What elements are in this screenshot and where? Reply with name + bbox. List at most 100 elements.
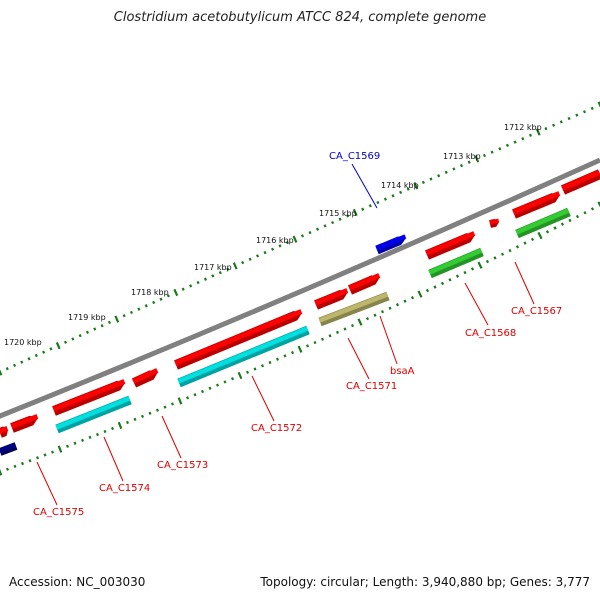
inner-tick	[20, 461, 25, 466]
outer-tick	[20, 360, 24, 364]
outer-tick	[552, 123, 556, 127]
inner-tick	[245, 370, 250, 374]
green-box	[428, 247, 484, 279]
inner-tick	[440, 281, 445, 286]
outer-tick	[5, 367, 9, 371]
outer-tick	[285, 240, 290, 245]
inner-tick	[343, 327, 347, 331]
cds-arrow	[489, 218, 500, 228]
inner-tick	[297, 345, 303, 353]
outer-tick	[308, 230, 312, 235]
gene-leader-line	[514, 261, 535, 305]
outer-tick	[122, 314, 126, 318]
inner-tick	[80, 438, 85, 443]
outer-tick	[63, 340, 68, 344]
cds-arrow	[10, 414, 39, 433]
inner-tick	[410, 296, 415, 300]
scale-label: 1720 kbp	[4, 338, 42, 347]
outer-tick	[383, 197, 387, 201]
inner-tick	[230, 377, 235, 381]
inner-tick	[523, 241, 527, 245]
outer-tick	[575, 113, 579, 117]
outer-tick	[437, 174, 441, 178]
outer-tick	[505, 143, 509, 148]
outer-tick	[338, 217, 342, 221]
inner-tick	[50, 450, 55, 454]
outer-tick	[429, 177, 433, 181]
inner-tick	[463, 270, 467, 275]
cyan-box	[177, 325, 310, 388]
outer-tick	[582, 110, 587, 114]
outer-tick	[85, 330, 89, 334]
inner-tick	[357, 318, 363, 326]
outer-tick	[391, 194, 395, 198]
scale-label: 1715 kbp	[319, 209, 357, 218]
outer-tick	[292, 235, 298, 243]
inner-tick	[433, 285, 437, 289]
green-box	[515, 207, 571, 239]
outer-tick	[181, 287, 185, 291]
inner-tick	[88, 435, 92, 440]
inner-tick	[208, 386, 212, 390]
genome-backbone	[0, 157, 600, 419]
inner-tick	[373, 313, 377, 317]
cds-arrow	[52, 379, 126, 416]
outer-tick	[55, 341, 61, 350]
outer-tick	[421, 180, 425, 185]
outer-tick	[107, 320, 111, 325]
inner-tick	[545, 230, 550, 234]
inner-tick	[553, 226, 557, 230]
outer-tick	[559, 120, 563, 124]
inner-tick	[65, 444, 70, 448]
outer-tick	[413, 182, 419, 190]
inner-tick	[117, 421, 123, 430]
outer-tick	[535, 128, 541, 136]
inner-tick	[425, 288, 430, 293]
outer-tick	[13, 363, 17, 368]
outer-tick	[218, 270, 222, 275]
outer-tick	[323, 224, 327, 228]
inner-tick	[73, 441, 77, 445]
cds-arrow	[174, 309, 303, 370]
outer-tick	[368, 204, 372, 208]
inner-tick	[13, 464, 17, 469]
inner-tick	[448, 278, 452, 282]
outer-tick	[152, 300, 156, 305]
inner-tick	[163, 405, 167, 409]
scale-label: 1717 kbp	[194, 263, 232, 272]
outer-tick	[300, 234, 305, 238]
inner-tick	[455, 274, 460, 278]
inner-tick	[28, 459, 32, 463]
cds-arrow	[561, 169, 600, 195]
outer-tick	[27, 357, 31, 361]
inner-tick	[110, 426, 115, 431]
inner-tick	[500, 252, 505, 256]
inner-tick	[305, 344, 310, 348]
inner-tick	[493, 256, 497, 260]
outer-tick	[528, 133, 533, 137]
gene-leader-line	[464, 282, 489, 326]
cds-arrow	[512, 191, 561, 219]
outer-tick	[211, 274, 215, 278]
outer-tick	[203, 277, 207, 281]
navy-box	[0, 442, 18, 456]
cds-arrow	[314, 288, 349, 310]
outer-tick	[459, 163, 464, 168]
gene-leader-line	[351, 163, 378, 209]
inner-tick	[365, 317, 370, 321]
outer-tick	[189, 284, 193, 288]
map-title: Clostridium acetobutylicum ATCC 824, com…	[113, 10, 487, 25]
inner-tick	[477, 261, 483, 269]
gene-label: CA_C1571	[346, 381, 397, 392]
outer-tick	[406, 187, 410, 191]
inner-tick	[283, 354, 287, 358]
outer-tick	[467, 160, 471, 164]
outer-tick	[376, 200, 380, 205]
outer-tick	[331, 220, 335, 225]
inner-tick	[485, 259, 490, 264]
inner-tick	[417, 290, 423, 298]
inner-tick	[568, 218, 572, 223]
gene-label: CA_C1567	[511, 306, 562, 317]
scale-label: 1718 kbp	[131, 288, 169, 297]
outer-tick	[444, 170, 448, 174]
